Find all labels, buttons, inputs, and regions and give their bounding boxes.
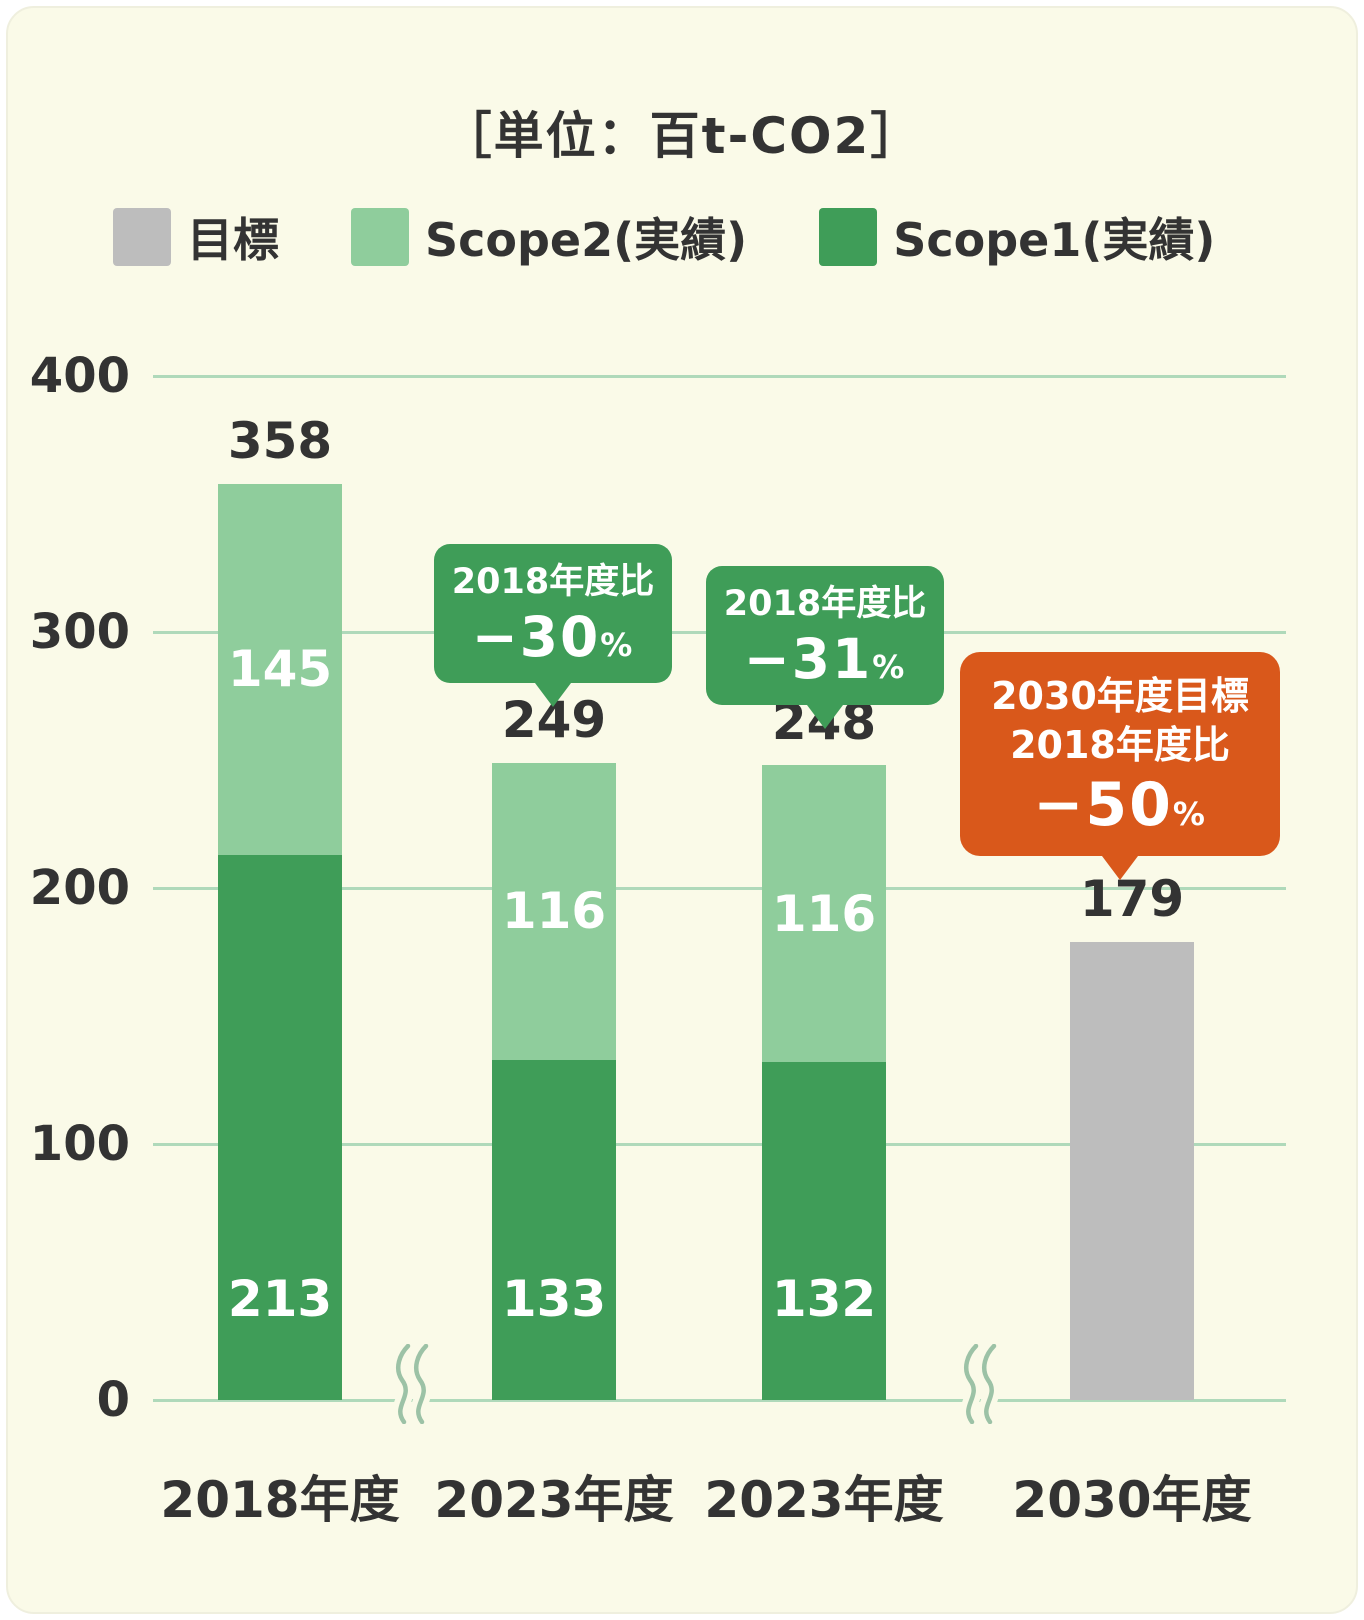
y-tick-label: 100 xyxy=(29,1116,130,1172)
percent-sign: % xyxy=(600,625,635,664)
target-swatch xyxy=(113,208,171,266)
y-tick-label: 300 xyxy=(29,604,130,660)
bar-inner-label: 145 xyxy=(227,640,333,699)
bar-segment-scope1: 213 xyxy=(218,854,342,1400)
callout-text: 2018年度比 xyxy=(723,584,927,624)
x-axis-label-2030: 2030年度 xyxy=(1012,1471,1252,1529)
y-tick-label: 400 xyxy=(29,348,130,404)
bar-group: 116 133 xyxy=(492,762,616,1400)
gridline xyxy=(153,887,1286,890)
callout-text: 2018年度比 xyxy=(1010,723,1230,768)
bar-segment-scope1: 133 xyxy=(492,1059,616,1400)
chart-card: ［単位：百t-CO2］ 目標 Scope2(実績) Scope1(実績) 0 10… xyxy=(6,6,1358,1614)
scope2-swatch xyxy=(351,208,409,266)
bar-group: 145 213 xyxy=(218,483,342,1400)
gridline xyxy=(153,375,1286,378)
callout-2023-second: 2018年度比 −31% xyxy=(706,566,944,705)
bar-segment-scope2: 116 xyxy=(762,765,886,1063)
callout-text: 2030年度目標 xyxy=(991,674,1249,718)
percent-sign: % xyxy=(1172,794,1207,833)
bar-total-label: 358 xyxy=(227,411,333,470)
percent-sign: % xyxy=(872,647,907,686)
bar-inner-label: 133 xyxy=(501,1269,607,1328)
bar-segment-scope1: 132 xyxy=(762,1062,886,1400)
bar-segment-scope2: 145 xyxy=(218,483,342,855)
y-tick-label: 0 xyxy=(96,1372,130,1428)
x-axis-label-2023a: 2023年度 xyxy=(434,1471,674,1529)
y-tick-label: 200 xyxy=(29,860,130,916)
callout-text: 2018年度比 xyxy=(451,562,655,602)
x-axis-label-2023b: 2023年度 xyxy=(704,1471,944,1529)
callout-value: −50% xyxy=(1033,769,1207,840)
bar-segment-scope2: 116 xyxy=(492,762,616,1060)
bar-inner-label: 213 xyxy=(227,1269,333,1328)
chart-title: ［単位：百t-CO2］ xyxy=(441,107,923,165)
axis-break-icon xyxy=(390,1344,434,1424)
callout-2023-first: 2018年度比 −30% xyxy=(434,544,672,683)
gridline xyxy=(153,1143,1286,1146)
legend-label: Scope2(実績) xyxy=(425,213,748,267)
gridline xyxy=(153,1399,1286,1402)
bar-inner-label: 116 xyxy=(771,884,877,943)
legend-item-scope2: Scope2(実績) xyxy=(351,204,747,270)
bar-inner-label: 132 xyxy=(771,1269,877,1328)
bar-group: 116 132 xyxy=(762,765,886,1400)
bar-inner-label: 116 xyxy=(501,882,607,941)
callout-2030-target: 2030年度目標 2018年度比 −50% xyxy=(960,652,1280,856)
bar-segment-target xyxy=(1070,941,1194,1400)
legend-label: Scope1(実績) xyxy=(893,213,1216,267)
legend-label: 目標 xyxy=(187,213,279,267)
x-axis-label-2018: 2018年度 xyxy=(160,1471,400,1529)
callout-value: −31% xyxy=(743,626,907,691)
legend-item-scope1: Scope1(実績) xyxy=(819,204,1215,270)
callout-value: −30% xyxy=(471,604,635,669)
axis-break-icon xyxy=(958,1344,1002,1424)
legend: 目標 Scope2(実績) Scope1(実績) xyxy=(113,204,1215,270)
bar-group xyxy=(1070,941,1194,1400)
scope1-swatch xyxy=(819,208,878,266)
chart-area: 0100200300400145213358116133249116132248… xyxy=(8,8,1356,1612)
legend-item-target: 目標 xyxy=(113,204,279,270)
